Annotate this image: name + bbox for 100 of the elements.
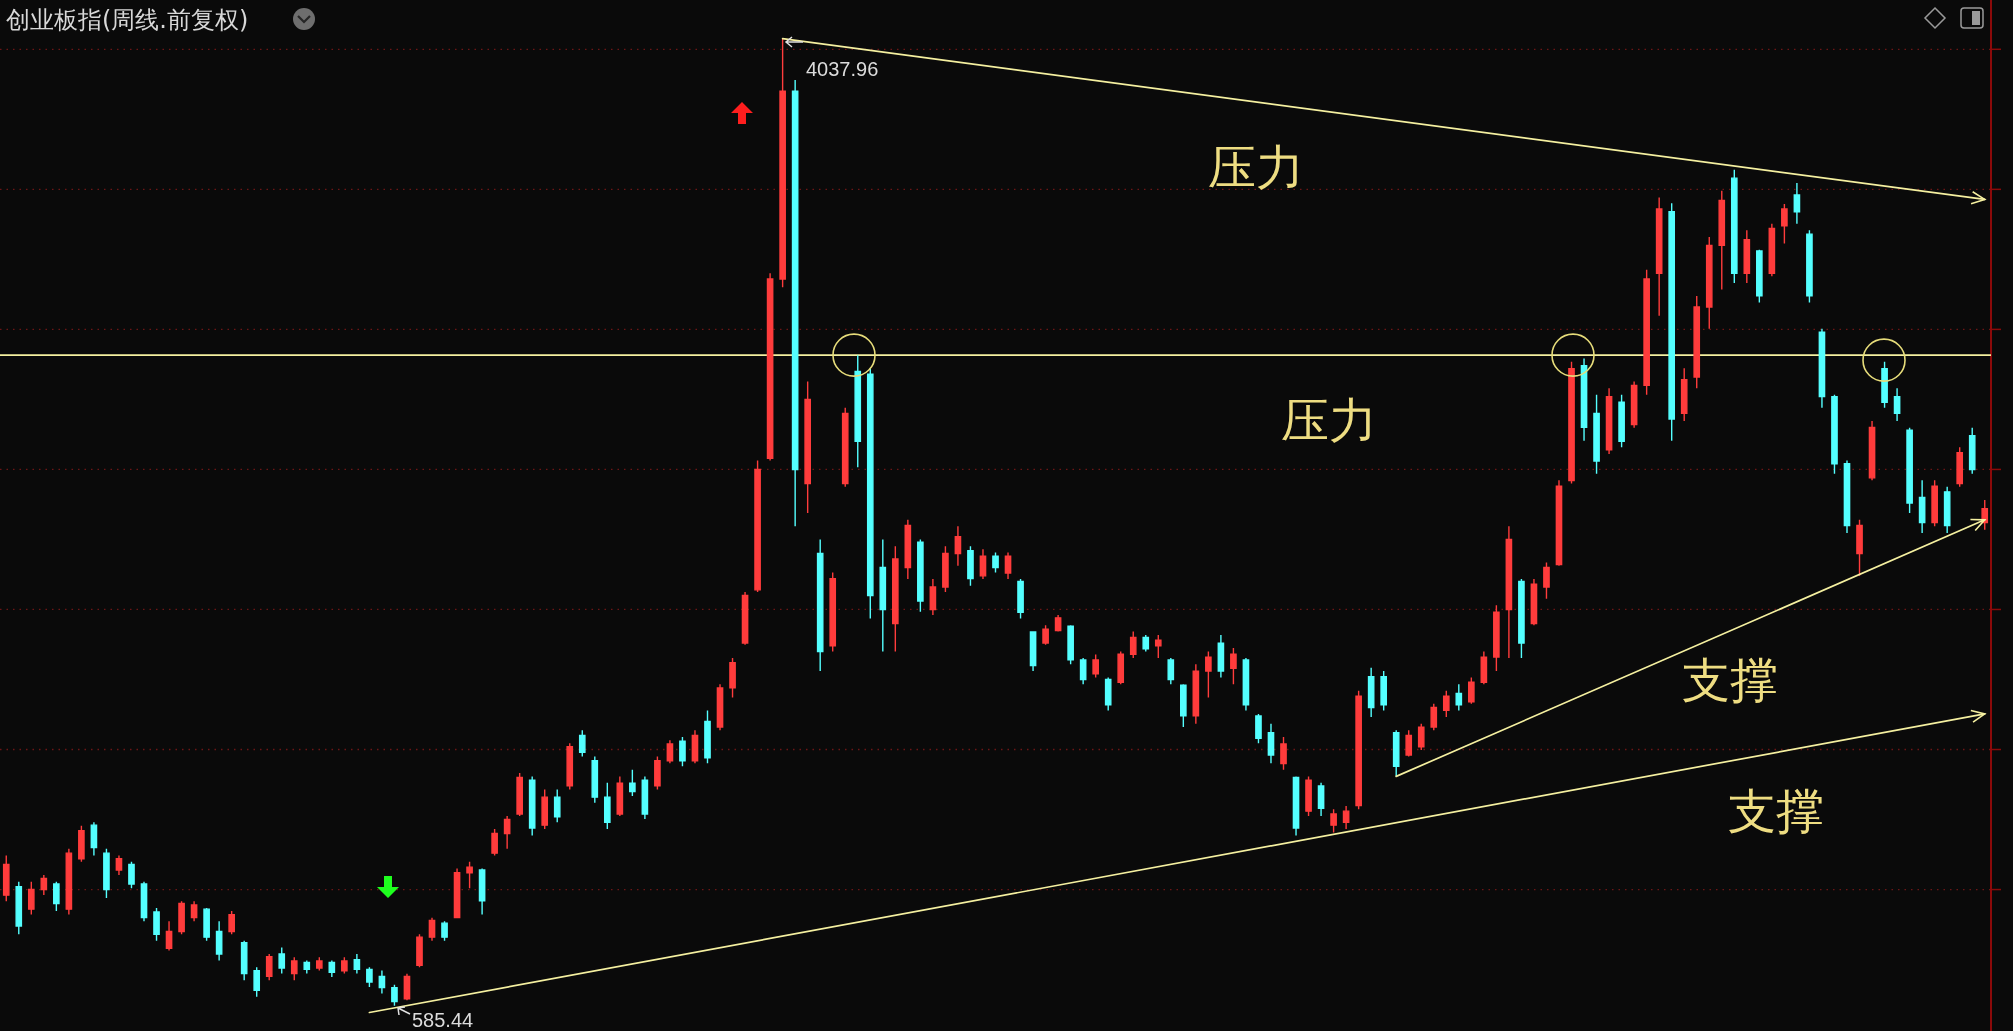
candlestick [1831, 393, 1838, 475]
candlestick [27, 881, 35, 916]
candlestick [115, 854, 123, 876]
candlestick [1305, 775, 1312, 817]
candlestick [816, 538, 824, 672]
candlestick [1442, 689, 1450, 718]
candlestick [891, 545, 899, 653]
candlestick [1680, 367, 1688, 422]
candlestick [215, 920, 223, 962]
candlestick [290, 956, 298, 981]
candlestick [1968, 426, 1976, 475]
candlestick [566, 742, 574, 791]
candlestick [190, 900, 198, 922]
candlestick [103, 847, 110, 899]
candlestick [1317, 782, 1325, 817]
candlestick [553, 788, 561, 824]
candlestick [278, 946, 286, 975]
candlestick [1430, 703, 1438, 731]
annotation: 压力 [1281, 393, 1377, 447]
candlestick [153, 907, 160, 942]
candlestick [1104, 676, 1112, 712]
candlestick [1392, 729, 1400, 778]
candlestick [1455, 683, 1463, 712]
candlestick [679, 736, 686, 768]
candlestick [203, 907, 210, 942]
candlestick [53, 881, 60, 912]
candlestick [1730, 169, 1738, 284]
candlestick [1943, 486, 1951, 534]
candlestick [1217, 634, 1225, 679]
candlestick [466, 861, 473, 889]
candlestick [1267, 723, 1275, 764]
candlestick [2, 854, 10, 903]
candlestick [704, 709, 711, 764]
candlestick [1881, 361, 1888, 409]
candlestick [541, 788, 549, 830]
candlestick [441, 920, 448, 942]
candlestick [1793, 182, 1801, 225]
candlestick [866, 367, 874, 620]
candlestick [1643, 269, 1650, 396]
candlestick [328, 959, 336, 978]
candlestick [1067, 624, 1074, 666]
candlestick [78, 825, 85, 863]
candlestick [178, 900, 185, 936]
candlestick [1355, 689, 1362, 810]
candlestick [265, 953, 273, 981]
candlestick [1743, 229, 1751, 284]
candlestick [1380, 670, 1388, 712]
annotation: 压力 [1208, 140, 1304, 194]
candlestick [1856, 519, 1863, 577]
candlestick [1255, 713, 1262, 745]
candlestick [1655, 196, 1663, 317]
candlestick [1142, 634, 1150, 653]
annotation: 支撑 [1682, 653, 1778, 707]
candlestick [1017, 578, 1024, 620]
candlestick [366, 966, 373, 988]
candlestick [929, 578, 937, 616]
candlestick [1918, 479, 1926, 534]
candlestick [1568, 361, 1575, 485]
candlestick [1330, 808, 1337, 834]
candlestick [1931, 479, 1938, 527]
candlestick [503, 815, 511, 850]
candlestick [40, 874, 48, 896]
candlestick [1405, 729, 1413, 758]
candlestick [1505, 525, 1513, 659]
candlestick [1593, 393, 1600, 475]
candlestick [754, 459, 761, 593]
candlestick [90, 821, 98, 857]
candlestick [1230, 647, 1237, 685]
candlestick [1205, 650, 1212, 699]
candlestick [391, 984, 398, 1007]
candlestick [979, 548, 987, 580]
candlestick [829, 571, 837, 653]
candlestick [315, 956, 323, 972]
annotation: 支撑 [1728, 784, 1824, 838]
candlestick [603, 782, 611, 830]
candlestick [15, 881, 23, 936]
candlestick [1367, 667, 1375, 718]
candlestick [1956, 446, 1964, 488]
candlestick [578, 729, 586, 758]
candlestick [1618, 393, 1625, 448]
candlestick [240, 940, 248, 981]
candlestick [303, 959, 311, 975]
candlestick [528, 775, 536, 837]
candlestick [416, 933, 423, 968]
annotation: 585.44 [412, 1009, 474, 1031]
candlestick [1417, 723, 1425, 751]
candlestick [804, 380, 811, 514]
candlestick [1092, 653, 1100, 679]
candlestick [879, 538, 887, 653]
candlestick [1518, 578, 1525, 659]
candlestick [591, 755, 599, 804]
chart-title: 创业板指(周线.前复权) [6, 6, 249, 34]
candlestick [378, 969, 386, 995]
candlestick [1806, 229, 1813, 304]
annotation: 4037.96 [806, 58, 879, 80]
candlestick [992, 551, 999, 574]
candlestick [341, 956, 348, 975]
candlestick [353, 953, 361, 975]
candlestick [1705, 236, 1713, 330]
candlestick [1117, 650, 1125, 685]
